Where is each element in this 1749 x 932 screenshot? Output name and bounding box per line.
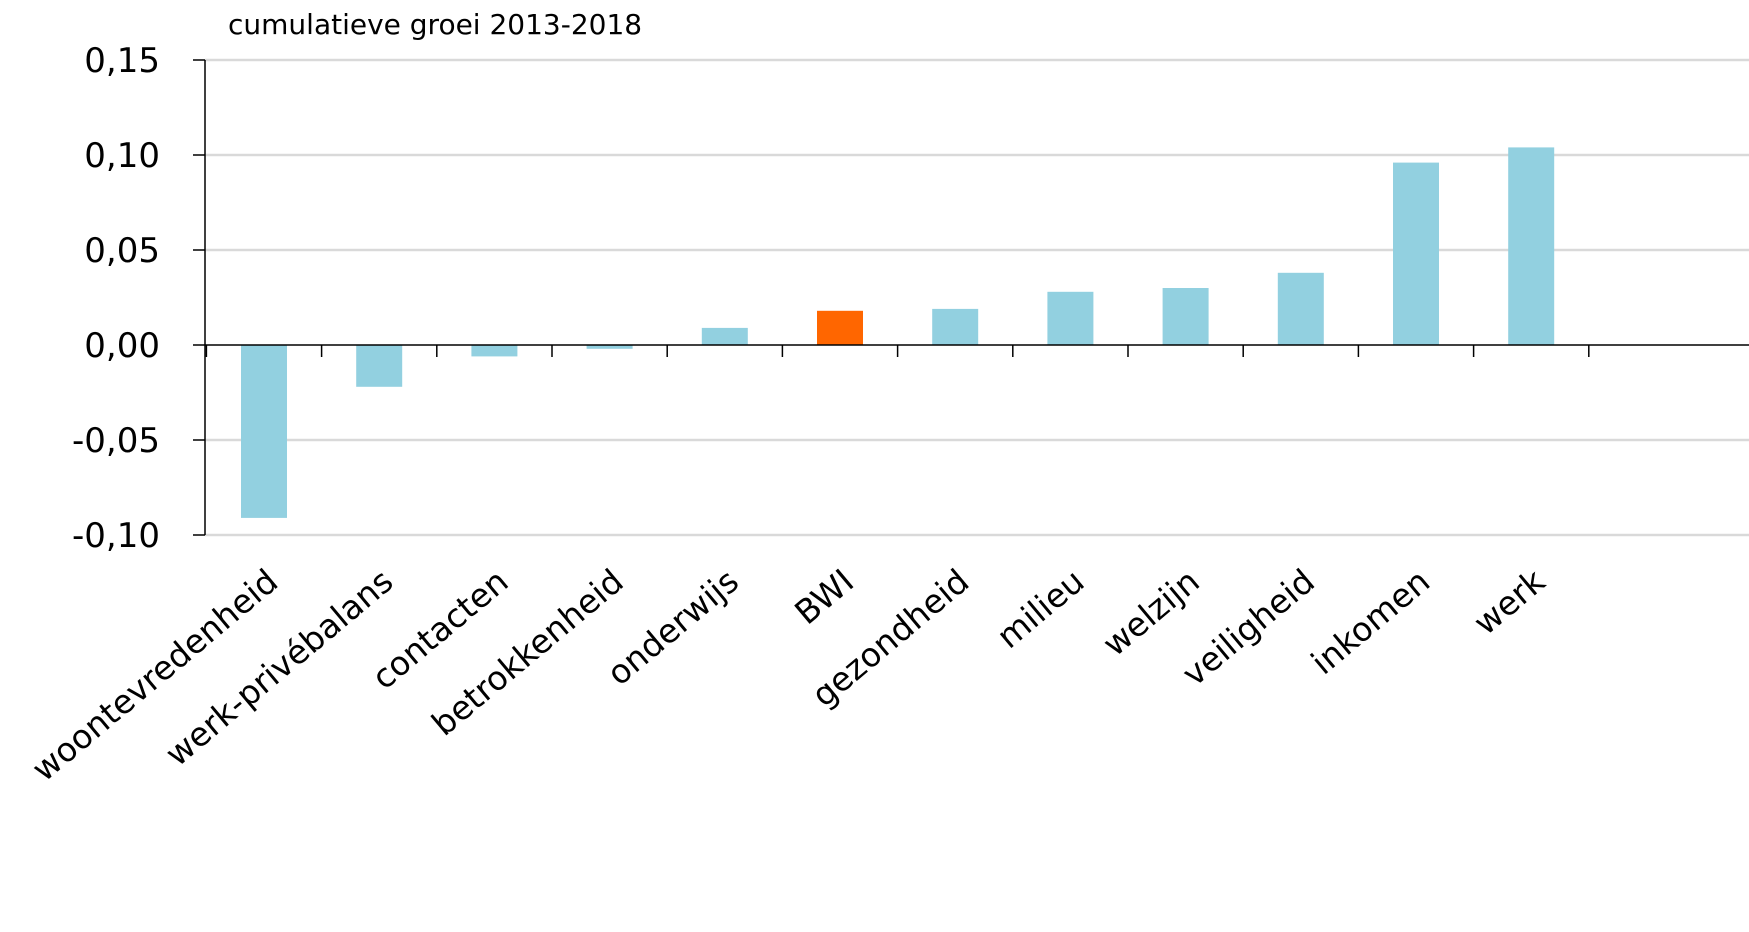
bar-series	[932, 308, 979, 345]
bar-highlight	[817, 310, 863, 345]
bar-series	[356, 345, 403, 387]
y-tick-label: 0,15	[84, 41, 160, 81]
y-tick-label: -0,10	[72, 516, 160, 556]
axes	[193, 59, 1749, 536]
y-tick-label: 0,05	[84, 231, 160, 271]
bar-series	[241, 345, 287, 518]
x-tick-label: milieu	[989, 561, 1091, 656]
x-tick-label: betrokkenheid	[424, 561, 630, 743]
x-tick-labels: woontevredenheidwerk-privébalanscontacte…	[24, 561, 1553, 789]
bar-series	[1393, 162, 1439, 345]
x-tick-label: welzijn	[1095, 561, 1207, 664]
y-tick-label: 0,10	[84, 136, 160, 176]
bars	[241, 147, 1555, 518]
x-tick-label: werk	[1466, 561, 1553, 643]
bar-series	[1508, 147, 1555, 345]
bar-series	[471, 345, 518, 357]
bar-series	[701, 327, 748, 345]
bar-series	[1047, 291, 1094, 345]
y-axis-unit-label: cumulatieve groei 2013-2018	[228, 8, 642, 41]
bar-series	[1277, 272, 1324, 345]
gridlines	[205, 58, 1749, 537]
x-tick-label: inkomen	[1304, 561, 1438, 682]
y-tick-label: -0,05	[72, 421, 160, 461]
x-tick-label: BWI	[787, 561, 861, 632]
y-tick-label: 0,00	[84, 326, 160, 366]
y-tick-labels: -0,10 -0,05 0,00 0,05 0,10 0,15	[72, 41, 160, 556]
bar-series	[1162, 288, 1209, 345]
bar-series	[586, 345, 633, 349]
